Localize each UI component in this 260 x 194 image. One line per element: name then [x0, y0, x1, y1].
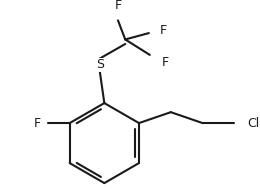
Text: S: S: [96, 58, 104, 71]
Text: Cl: Cl: [247, 117, 259, 130]
Text: F: F: [34, 117, 41, 130]
Text: F: F: [160, 24, 167, 37]
Text: F: F: [162, 56, 169, 69]
Text: F: F: [114, 0, 121, 12]
